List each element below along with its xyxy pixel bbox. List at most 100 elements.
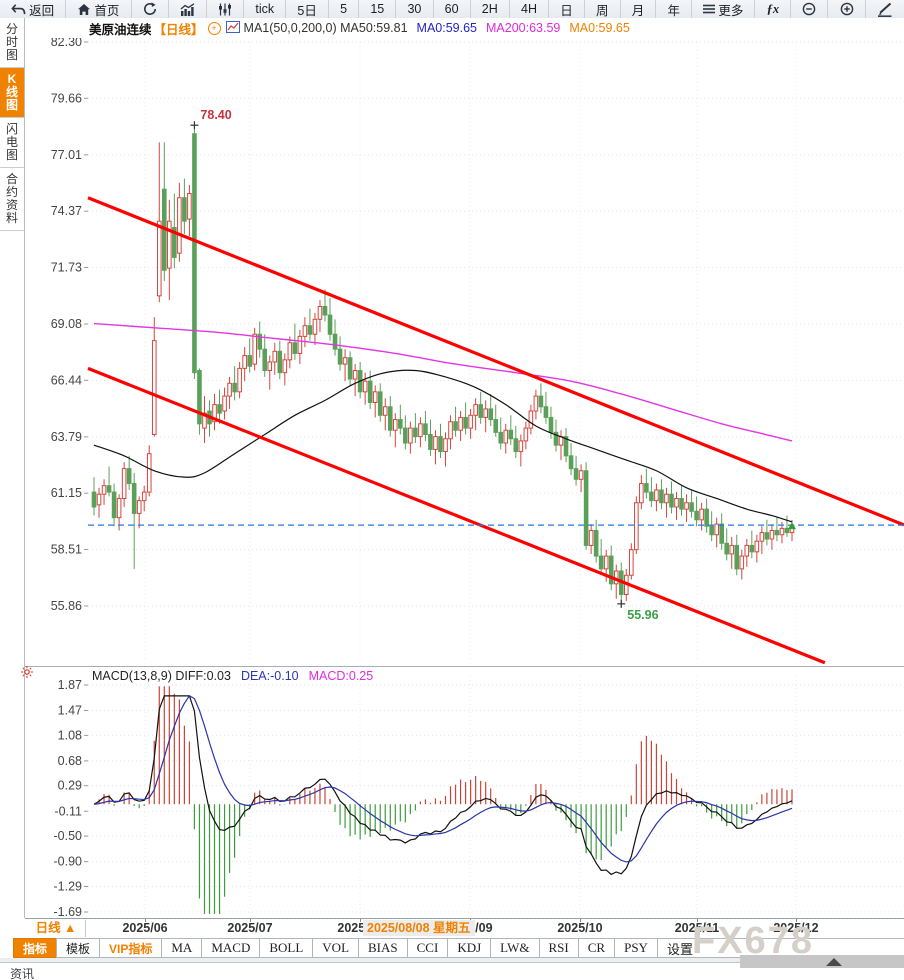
svg-text:69.08: 69.08 (51, 317, 82, 331)
indicator-tab-RSI[interactable]: RSI (538, 938, 579, 958)
indicator-tab-PSY[interactable]: PSY (614, 938, 658, 958)
svg-text:1.87: 1.87 (58, 678, 82, 692)
toolbar-label: ƒx (766, 1, 780, 16)
main-candlestick-chart[interactable]: 82.30 79.66 77.01 74.37 71.73 69.08 66.44 63.79… (25, 38, 904, 666)
toolbar-min5[interactable]: 5 (329, 0, 360, 18)
toolbar-min15[interactable]: 15 (359, 0, 397, 18)
macd-legend: MACD(13,8,9) DIFF:0.03 DEA:-0.10 MACD:0.25 (92, 669, 383, 683)
chart-title-bar: 美原油连续 【日线】 + MA1(50,0,200,0) MA50:59.81 M… (25, 18, 904, 38)
toolbar-min30[interactable]: 30 (396, 0, 434, 18)
axis-tick (249, 919, 251, 922)
top-toolbar: 返回 首页 tick 5日 5 15 30 60 2H 4H 日 周 月 年 更多 ƒx (0, 0, 904, 19)
svg-text:55.86: 55.86 (51, 599, 82, 613)
toolbar-tick[interactable]: tick (244, 0, 287, 18)
svg-text:-0.90: -0.90 (54, 855, 83, 869)
toolbar-day[interactable]: 日 (549, 0, 585, 18)
news-tab[interactable]: 资讯 (10, 967, 35, 980)
indicator-tab-模板[interactable]: 模板 (56, 938, 101, 958)
toolbar-label: 15 (370, 2, 385, 16)
indicator-tab-BIAS[interactable]: BIAS (358, 938, 408, 958)
indicator-tab-CCI[interactable]: CCI (406, 938, 449, 958)
toolbar-more[interactable]: 更多 (692, 0, 756, 18)
toolbar-fx[interactable]: ƒx (755, 0, 792, 18)
toolbar-month[interactable]: 月 (621, 0, 657, 18)
toolbar-min60[interactable]: 60 (434, 0, 471, 18)
toolbar-h4[interactable]: 4H (510, 0, 550, 18)
ma-legend-item: MA0:59.65 (569, 21, 630, 35)
zoom-in-icon (840, 2, 854, 16)
month-label: 2025/07 (227, 921, 273, 935)
toolbar-label: 返回 (29, 3, 55, 18)
x-axis-row: 日线 ▲ 2025/062025/072025/082025/092025/10… (25, 918, 904, 938)
indicator-tab-VIP指标[interactable]: VIP指标 (99, 938, 163, 958)
indicator-tab-设置[interactable]: 设置 (656, 938, 703, 958)
toolbar-label: 更多 (718, 3, 744, 18)
svg-text:71.73: 71.73 (51, 260, 82, 274)
toolbar-5day[interactable]: 5日 (286, 0, 329, 18)
divider-strip (0, 958, 904, 962)
svg-text:-1.29: -1.29 (54, 879, 83, 893)
toolbar-label: 60 (444, 2, 459, 16)
indicator-tab-LW&[interactable]: LW& (490, 938, 540, 958)
svg-text:82.30: 82.30 (51, 38, 82, 49)
sidebar-tab-分时图[interactable]: 分时图 (0, 18, 24, 68)
ma-legend: MA1(50,0,200,0) MA50:59.81 MA0:59.65 MA200… (244, 21, 639, 35)
toolbar-zoom-in-button[interactable] (828, 0, 866, 18)
toolbar-refresh-button[interactable] (132, 0, 169, 18)
toolbar-label: 首页 (94, 3, 120, 18)
indicator-tab-MA[interactable]: MA (161, 938, 203, 958)
macd-legend-item: MACD:0.25 (308, 669, 374, 683)
toolbar-year[interactable]: 年 (656, 0, 693, 18)
sidebar-tab-闪电图[interactable]: 闪电图 (0, 118, 24, 168)
toolbar-h2[interactable]: 2H (471, 0, 510, 18)
svg-text:58.51: 58.51 (51, 542, 82, 556)
toolbar-kline-chart-button[interactable] (207, 0, 245, 18)
toolbar-zoom-out-button[interactable] (791, 0, 829, 18)
add-indicator-icon[interactable]: + (207, 21, 221, 35)
toolbar-label: 月 (631, 3, 645, 18)
period-tag: 【日线】 (153, 22, 204, 37)
menu-icon (703, 4, 716, 14)
toolbar-label: 日 (560, 3, 573, 18)
month-label: 2025/10 (557, 921, 603, 935)
svg-text:0.68: 0.68 (58, 754, 82, 768)
zoom-out-icon (802, 2, 816, 16)
axis-tick (145, 919, 147, 922)
toolbar-label: 2H (481, 2, 498, 16)
back-arrow-icon (11, 3, 26, 15)
toolbar-label: 周 (596, 3, 609, 18)
toolbar-week[interactable]: 周 (585, 0, 621, 18)
axis-tick (579, 919, 581, 922)
indicator-settings-sun-icon[interactable] (20, 665, 34, 684)
refresh-icon (143, 2, 157, 16)
axis-tick (359, 919, 361, 922)
bottom-status-bar: 资讯 (0, 962, 904, 980)
macd-panel[interactable]: 1.87 1.47 1.08 0.68 0.29 -0.11 -0.50 -0.90 -1.29… (25, 666, 904, 918)
svg-text:78.40: 78.40 (200, 108, 231, 122)
horizontal-scrollbar[interactable] (740, 955, 904, 968)
svg-text:63.79: 63.79 (51, 430, 82, 444)
svg-text:-0.11: -0.11 (54, 804, 82, 818)
toolbar-draw-button[interactable] (866, 0, 904, 18)
indicator-tab-BOLL[interactable]: BOLL (259, 938, 314, 958)
sidebar-tab-合约资料[interactable]: 合约资料 (0, 168, 24, 231)
toolbar-back[interactable]: 返回 (0, 0, 67, 18)
indicator-tab-CR[interactable]: CR (577, 938, 616, 958)
indicator-tab-VOL[interactable]: VOL (312, 938, 360, 958)
indicator-tab-KDJ[interactable]: KDJ (447, 938, 492, 958)
toolbar-trend-chart-button[interactable] (169, 0, 208, 18)
ma-legend-item: MA200:63.59 (486, 21, 561, 35)
indicator-tab-MACD[interactable]: MACD (201, 938, 261, 958)
period-dropdown-button[interactable]: 日线 ▲ (27, 920, 86, 937)
mini-chart-icon[interactable] (225, 20, 240, 37)
home-icon (77, 3, 91, 16)
scrollbar-arrow-icon[interactable] (826, 958, 842, 966)
svg-text:1.47: 1.47 (58, 704, 82, 718)
svg-text:55.96: 55.96 (627, 608, 658, 622)
indicator-tab-指标[interactable]: 指标 (13, 938, 58, 958)
toolbar-home[interactable]: 首页 (66, 0, 132, 18)
symbol-name: 美原油连续 (89, 22, 152, 37)
candles-icon (218, 3, 232, 16)
